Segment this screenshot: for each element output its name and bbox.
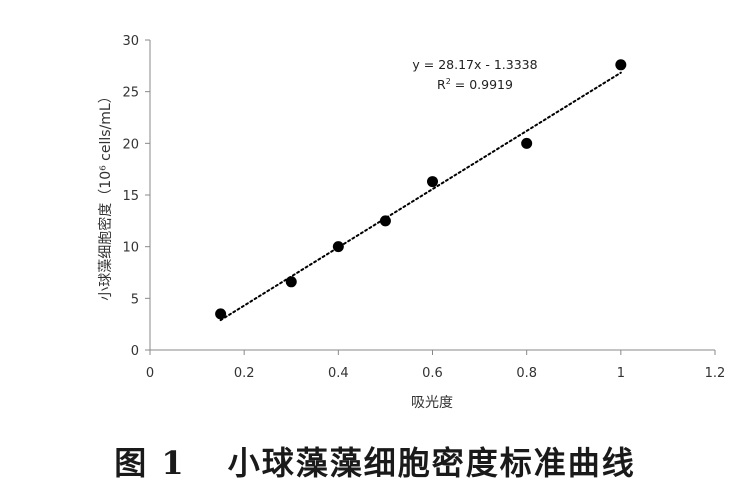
trendline	[219, 71, 622, 322]
figure-number: 图 1	[114, 444, 186, 482]
y-tick-label: 0	[131, 344, 139, 359]
y-tick-label: 30	[122, 34, 139, 49]
r-squared-prefix: R	[437, 77, 446, 92]
scatter-chart: 0 5 10 15 20 25 30 0 0.2 0.4 0.6 0.8 1 1.2 y = 28.17x…	[97, 34, 725, 411]
data-point	[379, 215, 391, 227]
x-tick-label: 0.6	[422, 366, 443, 381]
trendline-layer	[219, 71, 622, 322]
x-tick-label: 0.8	[516, 366, 537, 381]
data-point	[615, 59, 627, 71]
x-tick-label: 1	[617, 366, 625, 381]
figure-title: 小球藻藻细胞密度标准曲线	[227, 444, 636, 482]
axes: 0 5 10 15 20 25 30 0 0.2 0.4 0.6 0.8 1 1.2	[122, 34, 725, 381]
x-tick-label: 0	[146, 366, 154, 381]
data-point	[215, 308, 227, 320]
x-tick-label: 0.4	[328, 366, 349, 381]
data-points	[215, 59, 627, 320]
data-point	[427, 176, 438, 188]
r-squared-value: = 0.9919	[451, 77, 513, 92]
x-axis-title: 吸光度	[411, 395, 453, 411]
y-tick-label: 15	[122, 189, 139, 204]
r-squared-label: R2 = 0.9919	[437, 77, 513, 92]
trendline-equation: y = 28.17x - 1.3338	[412, 57, 537, 72]
y-tick-label: 5	[131, 292, 139, 307]
data-point	[332, 241, 344, 253]
figure-caption: 图 1 小球藻藻细胞密度标准曲线	[0, 438, 750, 484]
r-squared-superscript: 2	[446, 77, 451, 86]
x-tick-label: 0.2	[234, 366, 255, 381]
data-point	[521, 137, 533, 149]
y-axis-title: 小球藻细胞密度（10⁶ cells/mL）	[97, 89, 114, 300]
y-tick-label: 25	[122, 86, 139, 101]
y-tick-label: 10	[122, 241, 139, 256]
data-point	[285, 276, 297, 288]
x-tick-label: 1.2	[705, 366, 726, 381]
y-tick-label: 20	[122, 137, 139, 152]
